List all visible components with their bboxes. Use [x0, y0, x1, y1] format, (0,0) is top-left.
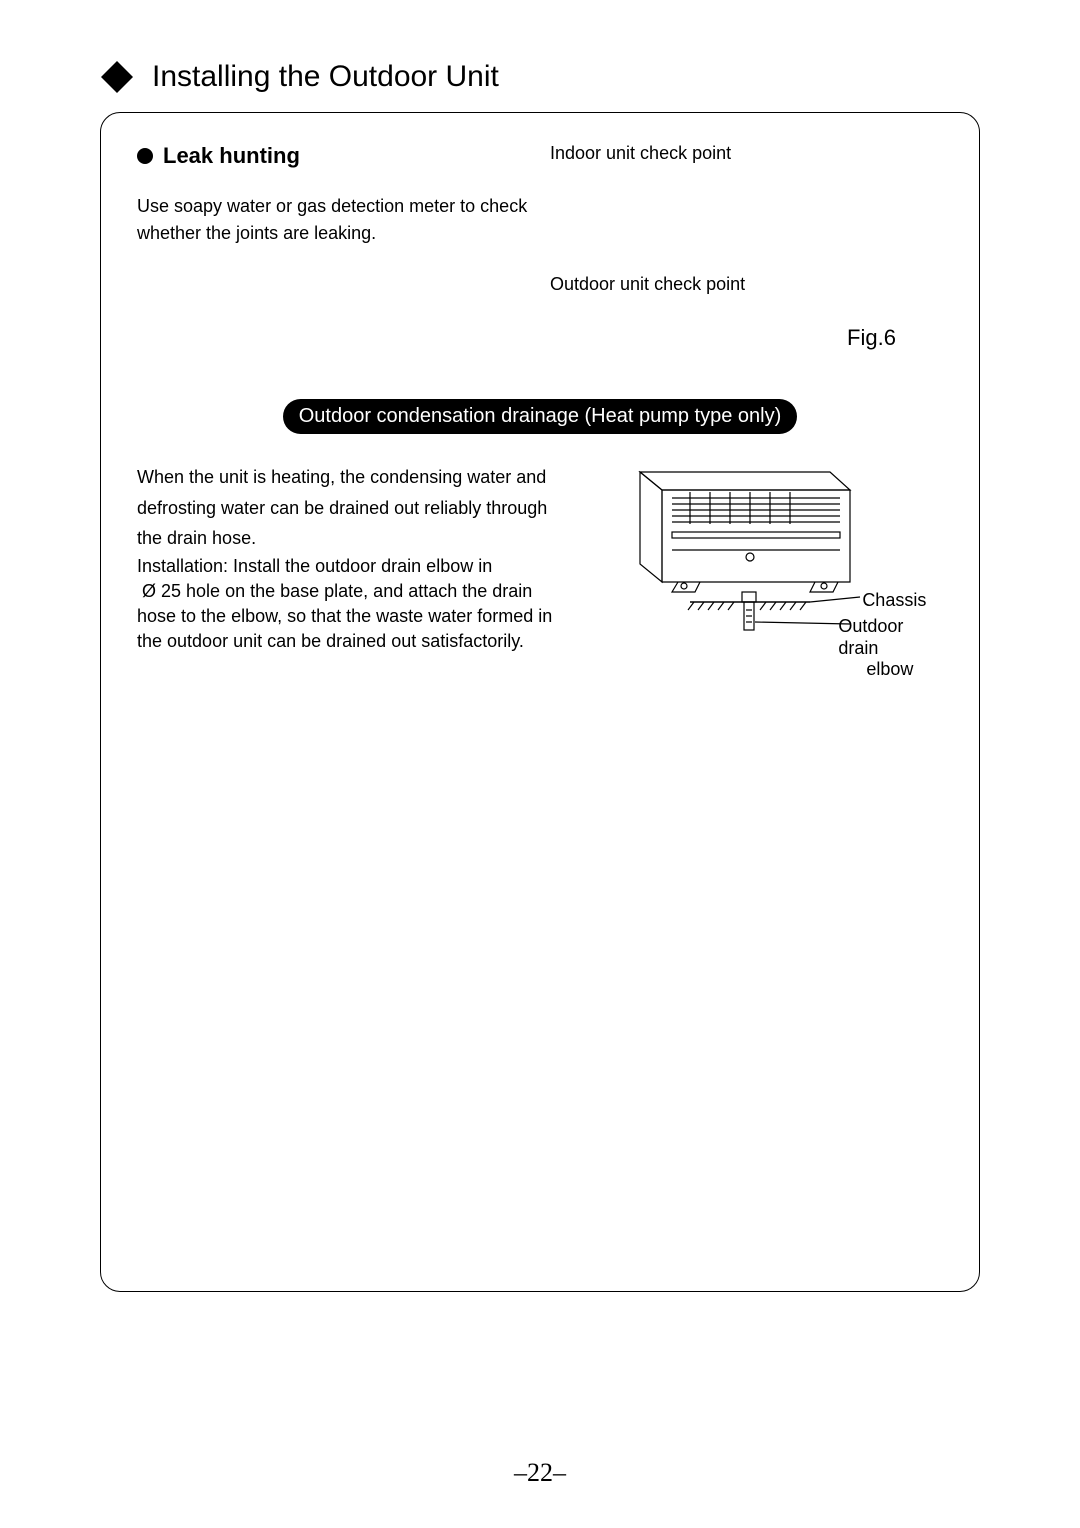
page-number: –22– — [0, 1458, 1080, 1488]
title-row: Installing the Outdoor Unit — [100, 60, 990, 94]
elbow-label: Outdoor drain elbow — [838, 616, 943, 681]
drainage-diameter-text: 25 hole on the base plate, and attach th… — [137, 581, 552, 651]
leak-left: Leak hunting Use soapy water or gas dete… — [137, 143, 540, 351]
drainage-text: When the unit is heating, the condensing… — [137, 462, 580, 667]
content-box: Leak hunting Use soapy water or gas dete… — [100, 112, 980, 1292]
page-number-dash1: – — [514, 1458, 527, 1487]
drainage-diagram: Chassis Outdoor drain elbow — [580, 462, 943, 667]
drainage-para1: When the unit is heating, the condensing… — [137, 462, 570, 554]
leak-section: Leak hunting Use soapy water or gas dete… — [137, 143, 943, 351]
leak-heading: Leak hunting — [137, 143, 540, 169]
elbow-label-line2: elbow — [866, 659, 913, 679]
leak-right: Indoor unit check point Outdoor unit che… — [540, 143, 943, 351]
drainage-pill: Outdoor condensation drainage (Heat pump… — [283, 399, 798, 434]
drainage-install-line2: Ø 25 hole on the base plate, and attach … — [137, 579, 570, 655]
indoor-check-label: Indoor unit check point — [550, 143, 943, 164]
page-title: Installing the Outdoor Unit — [152, 60, 499, 94]
bullet-icon — [137, 148, 153, 164]
chassis-label: Chassis — [862, 590, 926, 611]
diameter-icon: Ø — [137, 581, 161, 601]
page-number-value: 22 — [527, 1458, 553, 1487]
elbow-label-line1: Outdoor drain — [838, 616, 903, 658]
pill-wrap: Outdoor condensation drainage (Heat pump… — [137, 351, 943, 458]
page: Installing the Outdoor Unit Leak hunting… — [0, 0, 1080, 1528]
outdoor-check-label: Outdoor unit check point — [550, 274, 943, 295]
drainage-section: When the unit is heating, the condensing… — [137, 462, 943, 667]
diamond-icon — [100, 60, 134, 94]
page-number-dash2: – — [553, 1458, 566, 1487]
drainage-install-prefix: Installation: Install the outdoor drain … — [137, 554, 570, 579]
leak-heading-text: Leak hunting — [163, 143, 300, 169]
leak-body: Use soapy water or gas detection meter t… — [137, 193, 540, 247]
figure-label: Fig.6 — [800, 325, 943, 351]
